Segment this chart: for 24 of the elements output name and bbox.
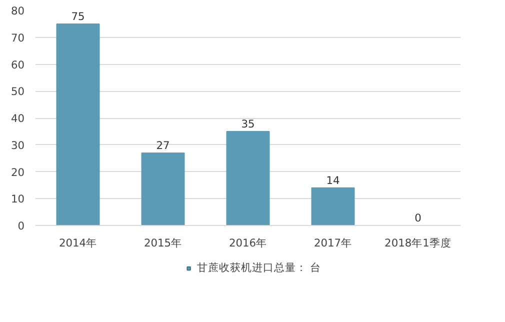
x-tick-label: 2014年 — [58, 236, 98, 250]
bar — [311, 187, 355, 226]
bar — [141, 152, 185, 226]
data-label: 75 — [71, 10, 85, 23]
x-tick-label: 2018年1季度 — [384, 236, 452, 250]
y-tick-label: 20 — [10, 166, 25, 179]
data-label: 35 — [241, 117, 255, 130]
bar — [226, 130, 270, 226]
y-tick-label: 10 — [10, 192, 25, 206]
y-tick-label: 60 — [10, 58, 25, 72]
y-tick-label: 30 — [10, 138, 25, 152]
bar — [56, 23, 100, 226]
data-label: 0 — [414, 212, 422, 224]
data-label: 27 — [156, 138, 170, 152]
y-tick-label: 70 — [10, 31, 25, 44]
y-tick-label: 50 — [10, 85, 25, 98]
y-tick-label: 0 — [18, 220, 25, 232]
y-tick-label: 40 — [10, 112, 25, 125]
x-tick-label: 2016年 — [228, 236, 268, 250]
data-label: 14 — [326, 174, 340, 187]
x-tick-label: 2017年 — [314, 236, 352, 250]
legend-label: 甘蔗收获机进口总量： 台 — [196, 261, 322, 275]
x-tick-label: 2015年 — [144, 236, 182, 250]
y-tick-label: 80 — [10, 4, 25, 18]
